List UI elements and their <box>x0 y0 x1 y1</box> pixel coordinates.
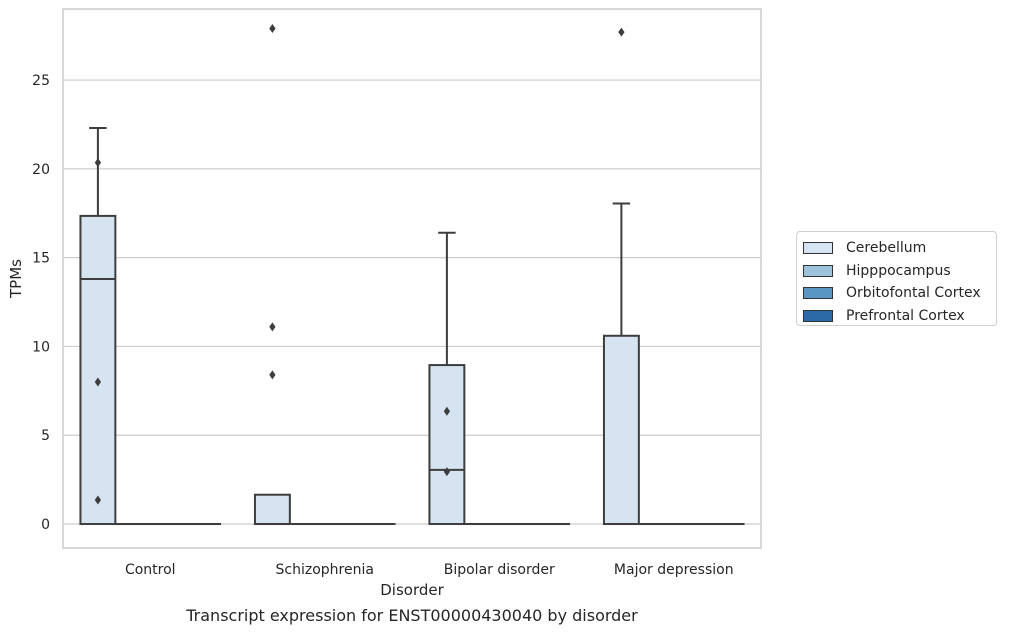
y-tick-label: 10 <box>32 339 50 355</box>
plot-frame <box>62 8 762 549</box>
legend: Cerebellum Hipppocampus Orbitofontal Cor… <box>796 231 997 326</box>
legend-swatch-cerebellum <box>803 242 833 255</box>
legend-swatch-prefrontal <box>803 309 833 322</box>
y-tick-label: 15 <box>32 251 50 267</box>
y-tick-label: 20 <box>32 162 50 178</box>
legend-label: Prefrontal Cortex <box>846 307 965 324</box>
legend-label: Orbitofontal Cortex <box>846 285 981 302</box>
legend-label: Hipppocampus <box>846 262 951 279</box>
legend-item-hippocampus: Hipppocampus <box>803 260 996 283</box>
legend-item-cerebellum: Cerebellum <box>803 237 996 260</box>
x-tick-label: Control <box>125 562 176 578</box>
box <box>253 493 291 526</box>
legend-swatch-orbitofrontal <box>803 287 833 300</box>
outlier-point <box>443 467 451 477</box>
legend-item-prefrontal: Prefrontal Cortex <box>803 305 996 328</box>
outlier-point <box>94 377 102 387</box>
y-tick-label: 5 <box>41 428 50 444</box>
chart-caption: Transcript expression for ENST0000043004… <box>186 606 638 625</box>
box <box>602 334 640 526</box>
outlier-point <box>618 27 625 37</box>
legend-label: Cerebellum <box>846 240 927 257</box>
x-tick-label: Major depression <box>614 562 734 578</box>
outlier-point <box>269 370 276 380</box>
legend-swatch-hippocampus <box>803 264 833 277</box>
box <box>428 364 466 526</box>
y-axis-label: TPMs <box>7 259 25 299</box>
box <box>79 214 117 526</box>
outlier-point <box>269 24 276 34</box>
x-tick-label: Bipolar disorder <box>444 562 555 578</box>
x-axis-label: Disorder <box>380 581 444 599</box>
outlier-point <box>94 495 102 505</box>
legend-item-orbitofrontal: Orbitofontal Cortex <box>803 282 996 305</box>
y-tick-label: 0 <box>41 517 50 533</box>
x-tick-label: Schizophrenia <box>276 562 374 578</box>
outlier-point <box>443 406 451 416</box>
outlier-point <box>269 322 276 332</box>
y-tick-label: 25 <box>32 73 50 89</box>
outlier-point <box>94 158 102 168</box>
